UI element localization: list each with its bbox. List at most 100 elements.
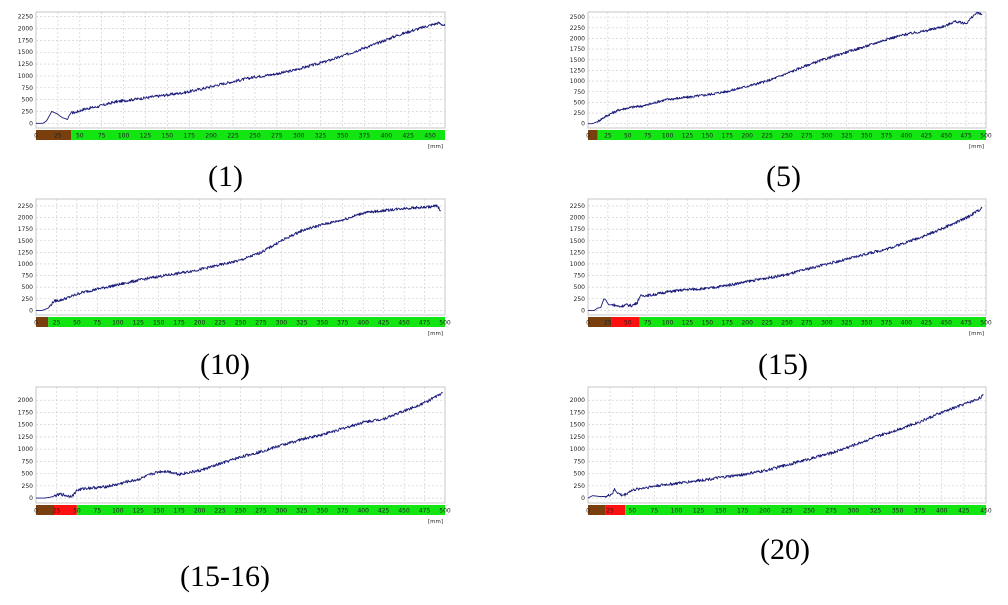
- x-tick-label: 500: [439, 320, 451, 327]
- x-tick-label: 425: [378, 320, 390, 327]
- x-tick-label: 300: [821, 133, 833, 140]
- chart-panel-4: 0 250 500 750 1000 1250 1500 1750 2000 2250 0 25 50 7…: [570, 195, 992, 337]
- x-tick-label: 400: [357, 320, 369, 327]
- x-tick-label: 0: [34, 133, 38, 140]
- x-tick-label: 50: [624, 320, 632, 327]
- x-tick-label: 475: [960, 133, 972, 140]
- y-tick-label: 0: [581, 307, 585, 314]
- x-tick-label: 325: [841, 320, 853, 327]
- y-tick-label: 2000: [18, 215, 33, 222]
- chart-svg-4: 0 250 500 750 1000 1250 1500 1750 2000 2250 0 25 50 7…: [570, 198, 992, 337]
- y-tick-label: 500: [22, 97, 34, 104]
- axis-band-brown: [36, 317, 49, 327]
- x-tick-label: 150: [702, 133, 714, 140]
- series-line-1: [36, 391, 443, 499]
- x-tick-label: 425: [378, 508, 390, 515]
- chart-svg-2: 0 250 500 750 1000 1250 1500 1750 2000 2250 2500 0 2…: [570, 11, 992, 150]
- y-tick-label: 1500: [570, 422, 585, 429]
- x-tick-label: 425: [402, 133, 414, 140]
- x-tick-label: 75: [94, 320, 102, 327]
- x-tick-label: 175: [722, 133, 734, 140]
- x-tick-label: 325: [841, 133, 853, 140]
- x-tick-label: 350: [317, 508, 329, 515]
- x-tick-label: 500: [980, 133, 992, 140]
- axis-band-brown: [36, 130, 72, 140]
- x-tick-label: 125: [133, 320, 145, 327]
- x-tick-label: 475: [419, 508, 431, 515]
- y-tick-label: 250: [22, 296, 34, 303]
- x-tick-label: 100: [112, 320, 124, 327]
- x-tick-label: 100: [112, 508, 124, 515]
- y-tick-label: 0: [29, 120, 33, 127]
- x-tick-label: 225: [214, 508, 226, 515]
- axis-band-brown: [36, 505, 54, 515]
- x-tick-label: 425: [958, 508, 970, 515]
- x-tick-label: 250: [235, 508, 247, 515]
- x-tick-label: 175: [722, 320, 734, 327]
- x-tick-label: 375: [337, 320, 349, 327]
- y-tick-label: 1000: [18, 261, 33, 268]
- y-tick-label: 2250: [570, 203, 585, 210]
- x-tick-label: 325: [315, 133, 327, 140]
- x-unit-label: [mm]: [969, 144, 984, 150]
- y-tick-label: 0: [29, 495, 33, 502]
- x-tick-label: 225: [214, 320, 226, 327]
- y-tick-label: 2000: [18, 397, 33, 404]
- y-tick-label: 1000: [570, 78, 585, 85]
- x-tick-label: 175: [173, 320, 185, 327]
- x-tick-label: 275: [801, 320, 813, 327]
- x-tick-label: 325: [870, 508, 882, 515]
- x-tick-label: 125: [693, 508, 705, 515]
- x-tick-label: 300: [821, 320, 833, 327]
- y-tick-label: 2500: [570, 14, 585, 21]
- y-tick-label: 250: [22, 108, 34, 115]
- x-tick-label: 300: [848, 508, 860, 515]
- x-tick-label: 75: [651, 508, 659, 515]
- axis-band-green: [76, 505, 446, 515]
- chart-caption-2: (5): [766, 160, 801, 193]
- x-tick-label: 250: [235, 320, 247, 327]
- y-tick-label: 500: [574, 284, 586, 291]
- x-tick-label: 25: [53, 320, 61, 327]
- y-tick-label: 1250: [570, 434, 585, 441]
- x-tick-label: 450: [980, 508, 992, 515]
- plot-area: [35, 11, 446, 129]
- x-tick-label: 250: [803, 508, 815, 515]
- x-tick-label: 500: [980, 320, 992, 327]
- x-tick-label: 375: [914, 508, 926, 515]
- x-tick-label: 450: [398, 320, 410, 327]
- x-tick-label: 0: [586, 508, 590, 515]
- y-tick-label: 1250: [570, 249, 585, 256]
- x-tick-label: 475: [960, 320, 972, 327]
- y-tick-label: 1000: [18, 73, 33, 80]
- y-tick-label: 250: [22, 483, 34, 490]
- x-tick-label: 100: [118, 133, 130, 140]
- x-tick-label: 175: [184, 133, 196, 140]
- x-tick-label: 275: [255, 320, 267, 327]
- x-tick-label: 475: [419, 320, 431, 327]
- x-tick-label: 400: [936, 508, 948, 515]
- x-tick-label: 350: [892, 508, 904, 515]
- axis-band-red: [605, 505, 626, 515]
- x-tick-label: 300: [276, 508, 288, 515]
- x-tick-label: 275: [255, 508, 267, 515]
- series-line-1: [587, 394, 984, 499]
- x-tick-label: 350: [337, 133, 349, 140]
- x-tick-label: 450: [940, 320, 952, 327]
- x-tick-label: 75: [644, 320, 652, 327]
- x-tick-label: 350: [861, 133, 873, 140]
- x-tick-label: 125: [682, 320, 694, 327]
- y-tick-label: 750: [22, 458, 34, 465]
- y-tick-label: 1000: [18, 446, 33, 453]
- y-tick-label: 500: [574, 471, 586, 478]
- y-tick-label: 1750: [18, 226, 33, 233]
- x-tick-label: 225: [761, 320, 773, 327]
- x-tick-label: 200: [759, 508, 771, 515]
- axis-band-brown: [588, 317, 612, 327]
- y-tick-label: 2250: [570, 25, 585, 32]
- y-tick-label: 1250: [570, 67, 585, 74]
- x-tick-label: 300: [293, 133, 305, 140]
- x-tick-label: 125: [682, 133, 694, 140]
- axis-band-green: [639, 317, 986, 327]
- x-tick-label: 75: [94, 508, 102, 515]
